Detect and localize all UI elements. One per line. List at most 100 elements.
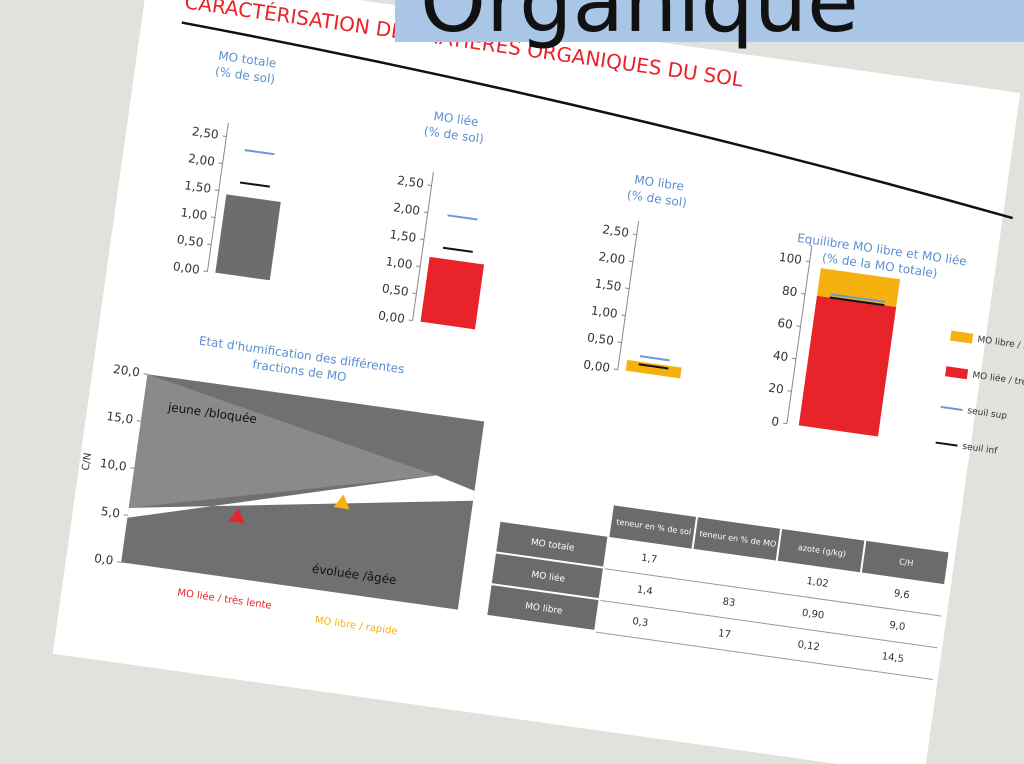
table-cell: 0,12: [797, 639, 821, 653]
table-cell: 0,90: [801, 608, 825, 622]
point: [228, 508, 245, 524]
legend-swatch: [950, 330, 974, 344]
table-cell: 1,4: [636, 584, 653, 597]
y-tick-label: 0: [770, 414, 780, 429]
threshold-line: [244, 149, 275, 156]
y-tick-label: 1,50: [184, 178, 212, 196]
threshold-line: [829, 296, 885, 307]
y-tick-label: 10,0: [99, 456, 127, 474]
header-cell: [861, 540, 949, 585]
y-tick-label: 0,50: [176, 232, 204, 250]
threshold-line: [239, 181, 270, 188]
row-header-cell: [496, 521, 608, 567]
y-tick-label: 100: [778, 250, 803, 267]
y-tick: [218, 162, 223, 165]
legend-label: MO liée / très lente: [972, 370, 1024, 393]
y-tick: [207, 243, 212, 246]
banner-box: [395, 0, 1024, 42]
y-tick-label: 2,00: [187, 151, 215, 169]
legend-swatch: [935, 441, 958, 447]
legend-label: MO libre / rapide: [977, 335, 1024, 355]
y-tick-label: 0,0: [93, 551, 114, 568]
y-tick: [628, 260, 634, 263]
y-tick: [210, 216, 216, 219]
table-cell: 0,3: [632, 616, 649, 629]
upper-zone: [128, 374, 437, 508]
chart-title: MO liée: [433, 109, 480, 129]
legend-swatch: [945, 366, 969, 380]
y-tick-label: 20: [767, 381, 784, 397]
y-tick-label: 5,0: [100, 504, 121, 521]
row-header-cell: [491, 553, 603, 599]
y-tick-label: 2,50: [191, 124, 219, 142]
y-tick-label: 0,00: [172, 259, 200, 277]
y-tick-label: 0,00: [582, 357, 610, 375]
table-cell: 1,7: [641, 553, 658, 566]
table-cell: 9,0: [889, 620, 906, 633]
table-cell: 9,6: [893, 588, 910, 601]
y-axis-label: C/N: [81, 452, 94, 471]
point: [333, 494, 350, 510]
column-header: C/H: [898, 557, 913, 568]
row-label: MO liée: [531, 569, 566, 585]
y-tick: [613, 368, 618, 371]
table-cell: 17: [717, 628, 731, 641]
bar-segment: [816, 268, 901, 307]
y-axis: [206, 122, 229, 272]
header-cell: [777, 529, 865, 573]
banner-text: Organique: [420, 0, 859, 51]
bar-segment: [798, 295, 897, 437]
y-tick: [632, 233, 637, 236]
y-tick: [791, 357, 797, 360]
y-tick: [136, 420, 141, 422]
y-tick: [222, 135, 227, 137]
y-tick: [625, 287, 630, 290]
y-tick: [203, 270, 208, 273]
y-tick-label: 20,0: [112, 362, 140, 380]
y-tick-label: 1,00: [385, 254, 413, 272]
y-tick-label: 40: [772, 348, 789, 364]
y-tick: [416, 265, 421, 268]
y-tick: [408, 319, 413, 322]
threshold-line: [442, 246, 473, 253]
y-tick: [423, 211, 428, 214]
wedge: [127, 475, 475, 518]
table-cell: 83: [722, 596, 736, 609]
y-axis: [786, 245, 813, 424]
y-tick: [117, 561, 122, 563]
bar: [420, 256, 485, 330]
table-cell: 1,02: [806, 576, 830, 590]
y-tick-label: 1,00: [590, 303, 618, 321]
row-line: [604, 568, 942, 617]
y-tick: [143, 373, 148, 375]
y-tick-label: 0,50: [381, 281, 409, 299]
y-tick: [787, 390, 792, 392]
chart-title: MO libre: [633, 173, 684, 194]
y-tick: [617, 341, 622, 344]
y-tick: [427, 184, 432, 187]
threshold-line: [638, 363, 669, 370]
y-tick-label: 1,50: [594, 276, 622, 294]
legend-swatch: [940, 405, 963, 411]
y-tick: [621, 314, 626, 317]
legend-label: seuil inf: [962, 442, 999, 457]
title-underline: [181, 21, 1014, 220]
y-tick-label: 15,0: [106, 409, 134, 427]
y-axis: [617, 220, 640, 370]
y-tick-label: 80: [781, 283, 798, 299]
table-cell: 14,5: [881, 651, 905, 665]
y-tick: [419, 238, 425, 241]
row-line: [595, 631, 933, 680]
y-tick: [782, 422, 787, 425]
header-cell: [609, 505, 697, 549]
y-tick-label: 0,50: [586, 330, 614, 348]
y-tick-label: 0,00: [377, 308, 405, 326]
header-cell: [693, 517, 781, 561]
y-tick: [805, 260, 810, 263]
threshold-line: [639, 355, 670, 362]
y-tick: [214, 189, 219, 192]
y-tick-label: 1,00: [180, 205, 208, 223]
y-tick-label: 2,00: [598, 249, 626, 267]
